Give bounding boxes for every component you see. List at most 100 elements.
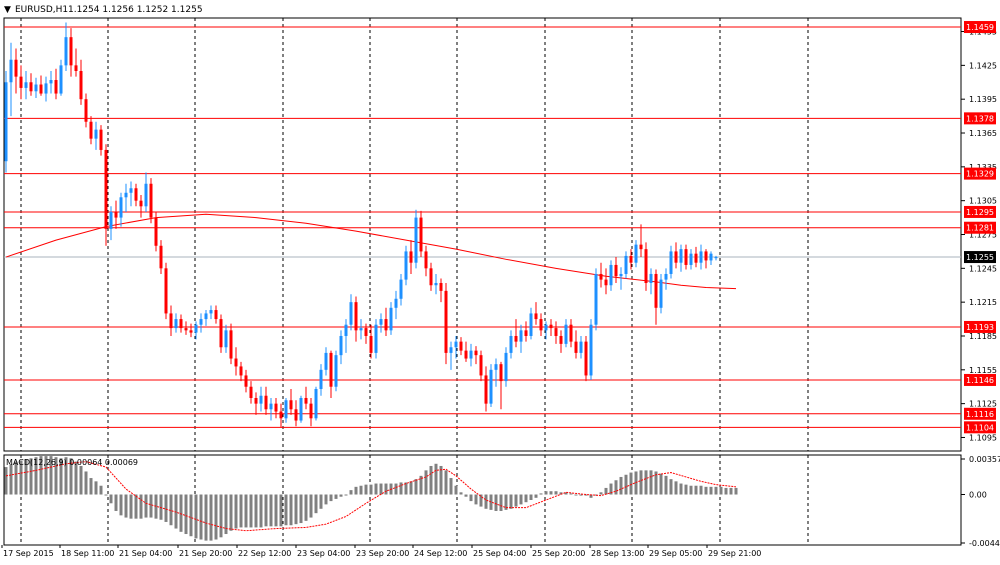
price-tick-label: 1.1245 — [969, 264, 997, 273]
candle-body — [95, 130, 98, 139]
macd-bar — [685, 485, 688, 495]
macd-bar — [115, 495, 118, 511]
macd-bar — [510, 495, 513, 509]
candle-body — [530, 313, 533, 336]
candle-body — [635, 245, 638, 263]
candle-body — [80, 71, 83, 99]
candle-body — [50, 80, 53, 83]
macd-bar — [100, 486, 103, 495]
candle-body — [245, 375, 248, 386]
macd-bar — [310, 495, 313, 518]
candle-body — [715, 257, 718, 258]
candlesticks — [5, 23, 718, 428]
candle-body — [605, 280, 608, 286]
price-tick-label: 1.1425 — [969, 61, 997, 70]
candle-body — [330, 353, 333, 387]
macd-bar — [465, 495, 468, 497]
candle-body — [450, 347, 453, 353]
macd-bar — [255, 495, 258, 528]
macd-bar — [230, 495, 233, 531]
candle-body — [130, 188, 133, 193]
candle-body — [575, 342, 578, 353]
macd-bar — [715, 487, 718, 495]
macd-bar — [635, 471, 638, 494]
level-tag-label: 1.1281 — [966, 224, 994, 233]
candle-body — [590, 325, 593, 376]
macd-bar — [620, 477, 623, 495]
candle-body — [465, 351, 468, 359]
macd-bar — [430, 466, 433, 495]
macd-bar — [660, 474, 663, 495]
candle-body — [100, 130, 103, 150]
candle-body — [260, 396, 263, 404]
candle-body — [670, 251, 673, 274]
time-tick-label: 28 Sep 13:00 — [591, 549, 644, 558]
macd-bar — [285, 495, 288, 526]
macd-bar — [580, 495, 583, 496]
macd-bar — [480, 495, 483, 507]
macd-bar — [525, 495, 528, 503]
time-tick-label: 22 Sep 12:00 — [238, 549, 291, 558]
macd-bar — [355, 487, 358, 495]
macd-bar — [435, 464, 438, 495]
candle-body — [585, 342, 588, 376]
candle-body — [560, 336, 563, 344]
candle-body — [535, 313, 538, 319]
candle-body — [545, 325, 548, 331]
macd-bar — [135, 495, 138, 519]
candle-body — [420, 218, 423, 252]
candle-body — [390, 308, 393, 331]
candle-body — [295, 409, 298, 420]
candle-body — [695, 254, 698, 263]
candle-body — [705, 251, 708, 260]
candle-body — [115, 212, 118, 218]
macd-bar — [555, 491, 558, 494]
candle-body — [540, 319, 543, 330]
price-tick-label: 1.1185 — [969, 332, 997, 341]
macd-bar — [460, 492, 463, 494]
candle-body — [170, 313, 173, 328]
macd-bar — [375, 484, 378, 495]
macd-bar — [110, 495, 113, 504]
candle-body — [405, 251, 408, 279]
candle-body — [410, 251, 413, 262]
candle-body — [400, 280, 403, 299]
macd-bar — [425, 470, 428, 494]
time-tick-label: 21 Sep 04:00 — [119, 549, 172, 558]
candle-body — [660, 280, 663, 308]
candle-body — [680, 249, 683, 263]
candle-body — [5, 82, 8, 161]
menu-arrow-icon[interactable]: ▼ — [4, 5, 11, 15]
candle-body — [475, 351, 478, 356]
candle-body — [495, 364, 498, 370]
candle-body — [370, 336, 373, 353]
candle-body — [665, 274, 668, 280]
symbol-label: EURUSD,H1 — [15, 5, 68, 15]
macd-bar — [550, 491, 553, 494]
macd-bar — [535, 495, 538, 498]
time-tick-label: 25 Sep 20:00 — [532, 549, 585, 558]
macd-bar — [700, 486, 703, 495]
macd-bar — [195, 495, 198, 539]
candle-body — [135, 188, 138, 200]
candle-body — [185, 328, 188, 330]
macd-bar — [150, 495, 153, 518]
time-tick-label: 24 Sep 12:00 — [414, 549, 467, 558]
candle-body — [90, 122, 93, 139]
candle-body — [320, 370, 323, 389]
candle-body — [10, 60, 13, 83]
macd-tick-label: 0.00357 — [969, 455, 1000, 464]
candle-body — [360, 328, 363, 330]
candle-body — [65, 37, 68, 65]
macd-bar — [515, 495, 518, 507]
macd-bar — [160, 495, 163, 520]
candle-body — [555, 328, 558, 336]
candle-body — [690, 254, 693, 265]
level-tag-label: 1.1378 — [966, 114, 994, 123]
macd-bar — [575, 495, 578, 496]
macd-bar — [520, 495, 523, 505]
